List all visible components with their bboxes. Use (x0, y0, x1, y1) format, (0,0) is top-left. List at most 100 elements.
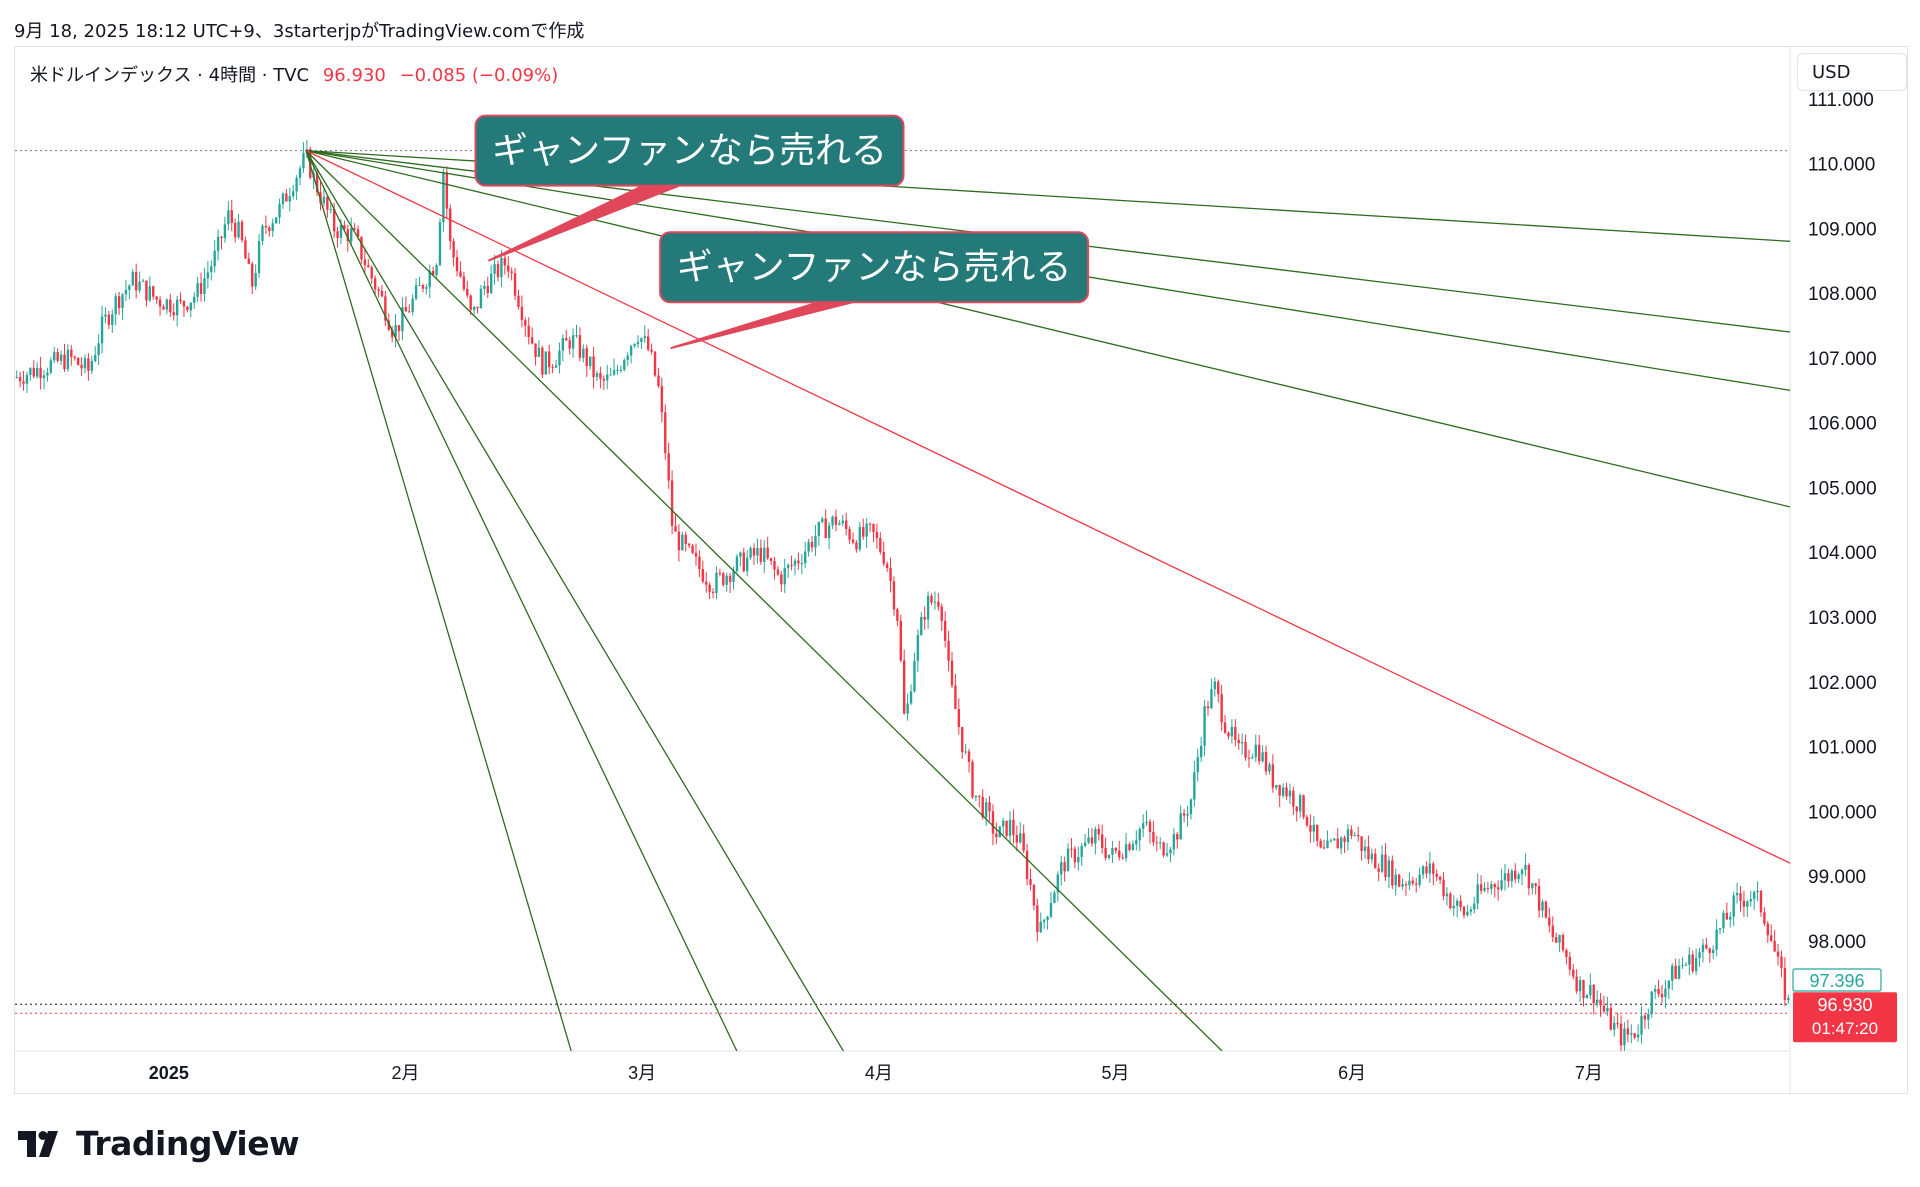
candle (438, 218, 442, 267)
candle (561, 334, 565, 362)
candle (933, 591, 937, 610)
x-tick-label: 2025 (149, 1063, 189, 1083)
candle (1490, 881, 1493, 895)
candle (1363, 839, 1367, 859)
callout-text[interactable]: ギャンファンなら売れる (677, 247, 1072, 288)
candle (1346, 824, 1350, 851)
candle (1411, 876, 1415, 886)
candle (1240, 733, 1244, 755)
candle (1083, 834, 1087, 848)
candle (223, 216, 227, 243)
candle (162, 304, 165, 310)
gann-fan-line[interactable] (305, 150, 844, 1051)
candle (1285, 782, 1288, 800)
currency-button[interactable]: USD (1797, 53, 1907, 91)
candle (1227, 731, 1230, 740)
candle (961, 726, 964, 759)
candle (363, 248, 367, 275)
candle (148, 276, 152, 303)
candle (459, 261, 462, 278)
candle (1165, 843, 1169, 857)
candle (182, 300, 186, 317)
candle (687, 542, 691, 548)
candle (1196, 748, 1199, 782)
y-tick-label: 109.000 (1808, 219, 1877, 240)
candle (1036, 898, 1039, 942)
candle (42, 370, 46, 390)
callout-text[interactable]: ギャンファンなら売れる (492, 131, 887, 172)
candle (1408, 872, 1411, 891)
symbol-legend[interactable]: 米ドルインデックス · 4時間 · TVC 96.930 −0.085 (−0.… (30, 61, 558, 87)
gann-fan-line[interactable] (305, 150, 1790, 508)
candle (1230, 719, 1234, 744)
gann-fan (305, 149, 1790, 1051)
gann-fan-line[interactable] (305, 150, 572, 1051)
candle (1486, 881, 1490, 894)
candle (1517, 872, 1520, 884)
candle (329, 201, 332, 214)
candle (701, 560, 705, 584)
candle (790, 555, 793, 571)
candle (1544, 900, 1548, 919)
last-price-label: 96.930 (1817, 995, 1872, 1015)
candle (1046, 915, 1049, 930)
candle (1128, 842, 1131, 852)
candle (725, 572, 728, 592)
candle (1694, 948, 1698, 976)
candle (1691, 950, 1694, 974)
candle (278, 198, 281, 224)
candle (353, 223, 356, 231)
candle (1025, 843, 1029, 886)
candle (124, 279, 128, 302)
candle (906, 693, 909, 721)
y-tick-label: 111.000 (1808, 90, 1874, 111)
candle (210, 260, 213, 281)
candle (134, 263, 138, 299)
candle (657, 367, 660, 389)
candle (923, 606, 926, 630)
candle (189, 302, 192, 318)
chart-frame[interactable] (14, 46, 1908, 1094)
candle (237, 213, 240, 240)
candle (216, 229, 220, 261)
candle (1752, 890, 1756, 910)
candle (206, 260, 210, 289)
candle (988, 795, 991, 822)
candle (66, 344, 70, 372)
candle (1090, 828, 1094, 847)
candle (507, 256, 510, 279)
candle (742, 547, 745, 573)
candle (575, 324, 578, 338)
candle (1070, 838, 1073, 858)
candle (449, 204, 452, 250)
gann-fan-line[interactable] (305, 150, 738, 1051)
candle (145, 280, 148, 307)
candle (1237, 733, 1240, 750)
candle (1435, 869, 1438, 882)
gann-fan-1x1-line[interactable] (305, 150, 1790, 864)
y-tick-label: 105.000 (1808, 478, 1877, 499)
candle (1271, 754, 1275, 793)
candle (1087, 828, 1090, 845)
candle (1578, 976, 1582, 1003)
candle (377, 286, 380, 298)
callout-box[interactable] (659, 231, 1090, 304)
candle (15, 370, 18, 379)
candle (493, 254, 496, 285)
candle (855, 540, 858, 553)
gann-fan-line[interactable] (305, 150, 1223, 1051)
candle (602, 375, 606, 390)
candle (421, 283, 425, 293)
callout-box[interactable] (474, 114, 905, 187)
candle (1503, 864, 1507, 891)
candle (302, 142, 305, 173)
candle (1298, 793, 1302, 818)
candle (851, 532, 855, 545)
candle (59, 350, 63, 365)
candle (264, 215, 268, 235)
candle (128, 284, 131, 300)
candle (1616, 1012, 1619, 1029)
candle (1217, 679, 1220, 703)
candle (425, 284, 428, 295)
